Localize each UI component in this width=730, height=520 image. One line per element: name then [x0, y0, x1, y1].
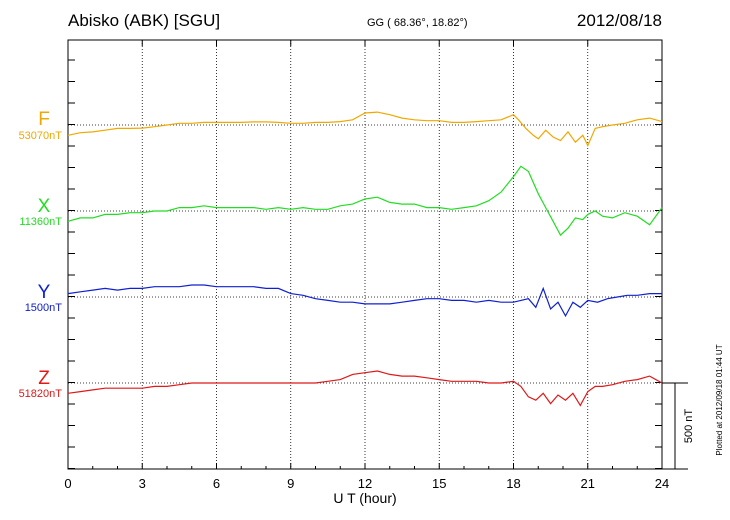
x-tick-label-9: 9	[287, 476, 294, 491]
series-name-X: X	[38, 196, 51, 217]
x-tick-label-15: 15	[432, 476, 446, 491]
x-tick-label-6: 6	[213, 476, 220, 491]
series-line-Z	[67, 370, 663, 407]
scale-bar: 500 nT	[662, 382, 695, 470]
x-tick-label-12: 12	[358, 476, 372, 491]
vertical-grid	[141, 40, 589, 469]
station-coords: GG ( 68.36°, 18.82°)	[367, 17, 468, 29]
y-axis-ticks	[68, 59, 662, 469]
plot-frame	[67, 39, 663, 470]
x-axis-label: U T (hour)	[333, 490, 396, 506]
x-tick-label-0: 0	[64, 476, 71, 491]
series-baseline-F: 53070nT	[19, 130, 63, 142]
plotted-at-note: Plotted at 2012/09/18 01:44 UT	[715, 344, 724, 455]
series-line-X	[67, 165, 663, 237]
series-baseline-Y: 1500nT	[25, 302, 63, 314]
series-line-Y	[67, 284, 662, 318]
series-name-Y: Y	[38, 282, 51, 303]
series-lines	[67, 111, 663, 407]
plot-date: 2012/08/18	[577, 11, 662, 30]
series-baseline-X: 11360nT	[19, 216, 62, 228]
x-tick-label-24: 24	[655, 476, 669, 491]
series-line-F	[67, 111, 663, 148]
x-tick-label-3: 3	[139, 476, 146, 491]
series-baseline-Z: 51820nT	[19, 388, 63, 400]
x-tick-label-18: 18	[506, 476, 520, 491]
x-axis-ticks: 0 3 6 9 12 15 18 21 24	[64, 40, 669, 491]
series-name-F: F	[38, 109, 50, 130]
series-name-Z: Z	[38, 368, 50, 389]
x-tick-label-21: 21	[581, 476, 595, 491]
scale-bar-label: 500 nT	[683, 409, 695, 444]
station-title: Abisko (ABK) [SGU]	[68, 11, 220, 30]
